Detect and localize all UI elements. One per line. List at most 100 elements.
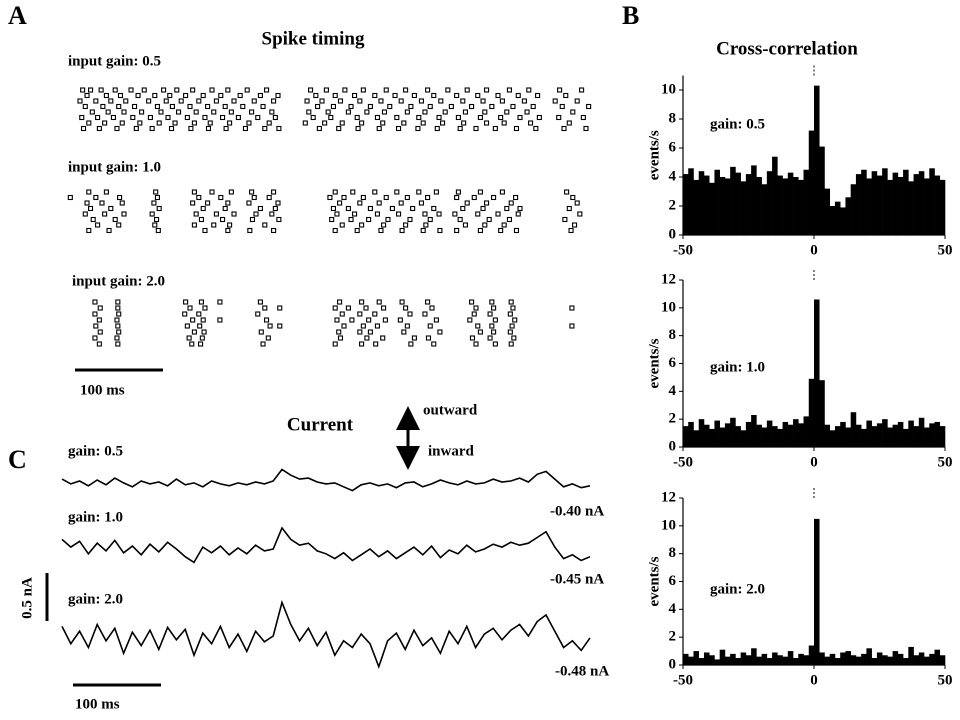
bar	[861, 653, 867, 665]
spike	[332, 341, 338, 347]
bar	[882, 655, 888, 665]
bar	[787, 651, 794, 665]
spike	[510, 305, 516, 311]
spike	[90, 216, 96, 223]
spike	[82, 103, 88, 110]
scale-bar-x-label: 100 ms	[75, 696, 120, 712]
spike	[92, 311, 98, 317]
spike	[121, 109, 127, 115]
spike	[115, 341, 121, 347]
spike	[431, 341, 437, 347]
spike	[169, 103, 175, 110]
spike	[106, 227, 112, 234]
spike	[475, 92, 481, 99]
bar	[688, 656, 694, 665]
spike	[507, 329, 513, 335]
bar	[934, 649, 941, 665]
spike	[464, 200, 470, 206]
spike	[427, 323, 433, 329]
spike	[130, 114, 136, 121]
spike	[168, 125, 175, 132]
spike	[97, 305, 103, 311]
bar	[845, 651, 851, 665]
bar	[861, 169, 867, 235]
spike	[86, 227, 92, 234]
spike	[445, 87, 451, 93]
y-tick-label: 8	[669, 545, 677, 561]
bar	[714, 420, 720, 447]
spike	[397, 317, 403, 323]
current-trace	[61, 599, 591, 670]
spike	[336, 329, 342, 335]
spike	[452, 211, 458, 217]
spike	[513, 227, 520, 234]
spike	[196, 194, 202, 201]
spike	[332, 92, 338, 99]
spike	[495, 92, 501, 99]
spike	[112, 216, 118, 223]
y-tick-label: 10	[661, 299, 676, 315]
spike	[380, 120, 386, 126]
bar	[913, 655, 920, 665]
spike	[359, 341, 365, 347]
bar	[845, 427, 851, 447]
spike	[198, 299, 204, 305]
spike	[141, 87, 147, 93]
spike	[572, 222, 578, 228]
spike	[569, 323, 575, 329]
spike	[480, 205, 486, 212]
spike	[469, 299, 475, 305]
bar	[709, 655, 715, 665]
spike	[517, 205, 523, 212]
trace-label: gain: 0.5	[68, 443, 123, 459]
spike	[411, 92, 417, 99]
spike	[457, 216, 463, 223]
spike	[95, 114, 101, 121]
spike	[477, 189, 483, 195]
chart-title: Current	[287, 414, 354, 435]
y-tick-label: 4	[669, 168, 677, 184]
gain-annotation: gain: 1.0	[710, 359, 765, 375]
bar	[730, 166, 736, 235]
spike	[196, 311, 202, 317]
spike	[187, 305, 193, 311]
spike	[524, 109, 530, 115]
spike	[337, 98, 344, 104]
bar	[850, 412, 857, 447]
bar	[918, 652, 925, 665]
spike	[437, 329, 443, 335]
bar	[772, 426, 778, 447]
spike	[247, 227, 253, 234]
spike	[566, 205, 572, 212]
spike	[147, 114, 153, 121]
spike	[552, 98, 558, 104]
bar	[824, 188, 831, 235]
spike	[568, 227, 574, 234]
spike	[471, 311, 477, 317]
spike	[345, 305, 351, 311]
holding-label: -0.48 nA	[555, 663, 609, 679]
spike	[154, 194, 160, 201]
spike	[467, 317, 473, 323]
bar	[840, 652, 846, 665]
spike	[114, 335, 120, 341]
y-tick-label: 10	[661, 81, 676, 97]
spike	[152, 92, 158, 99]
spike	[198, 341, 204, 347]
spike	[225, 87, 231, 93]
spike	[403, 305, 409, 311]
bar	[724, 656, 731, 665]
spike	[155, 227, 161, 234]
spike	[337, 299, 343, 305]
spike	[191, 120, 197, 126]
spike	[528, 120, 534, 126]
bar	[908, 420, 914, 447]
spike	[123, 98, 129, 104]
spike	[218, 194, 224, 201]
spike	[135, 92, 141, 99]
bar	[719, 177, 726, 235]
bar	[724, 178, 731, 235]
bar	[834, 201, 841, 235]
spike	[574, 98, 580, 104]
spike	[220, 114, 226, 121]
